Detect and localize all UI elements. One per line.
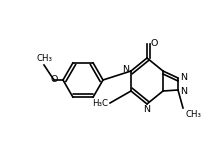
Text: CH₃: CH₃: [185, 110, 201, 119]
Text: O: O: [150, 39, 157, 49]
Text: N: N: [143, 105, 150, 114]
Text: CH₃: CH₃: [36, 54, 52, 63]
Text: N: N: [122, 66, 129, 75]
Text: N: N: [180, 86, 187, 96]
Text: N: N: [180, 72, 187, 82]
Text: O: O: [50, 75, 58, 83]
Text: H₃C: H₃C: [92, 99, 108, 108]
